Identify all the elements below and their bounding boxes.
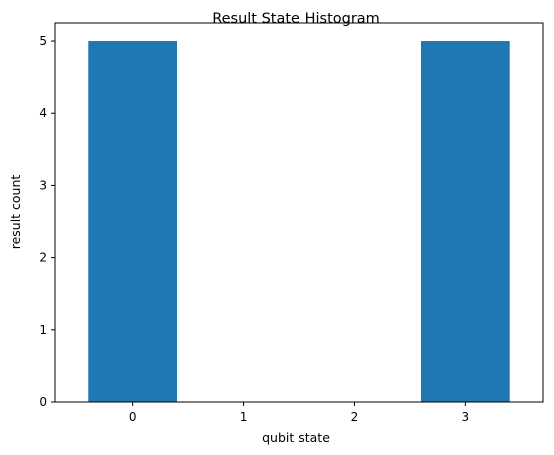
chart-title: Result State Histogram — [212, 11, 380, 27]
x-tick-label: 3 — [462, 410, 470, 424]
bars-group — [88, 41, 510, 403]
x-axis-label: qubit state — [262, 430, 330, 445]
y-tick-label: 5 — [39, 34, 47, 48]
y-axis-ticks: 0 1 2 3 4 5 — [39, 34, 55, 409]
y-tick-label: 2 — [39, 251, 47, 265]
x-tick-label: 2 — [351, 410, 359, 424]
y-tick-label: 1 — [39, 323, 47, 337]
x-tick-label: 1 — [240, 410, 248, 424]
bar-3 — [421, 41, 510, 403]
bar-0 — [88, 41, 177, 403]
y-tick-label: 4 — [39, 106, 47, 120]
x-axis-ticks: 0 1 2 3 — [129, 402, 469, 424]
x-tick-label: 0 — [129, 410, 137, 424]
y-tick-label: 3 — [39, 178, 47, 192]
plot-frame — [54, 22, 544, 403]
y-tick-label: 0 — [39, 395, 47, 409]
y-axis-label: result count — [8, 175, 23, 250]
